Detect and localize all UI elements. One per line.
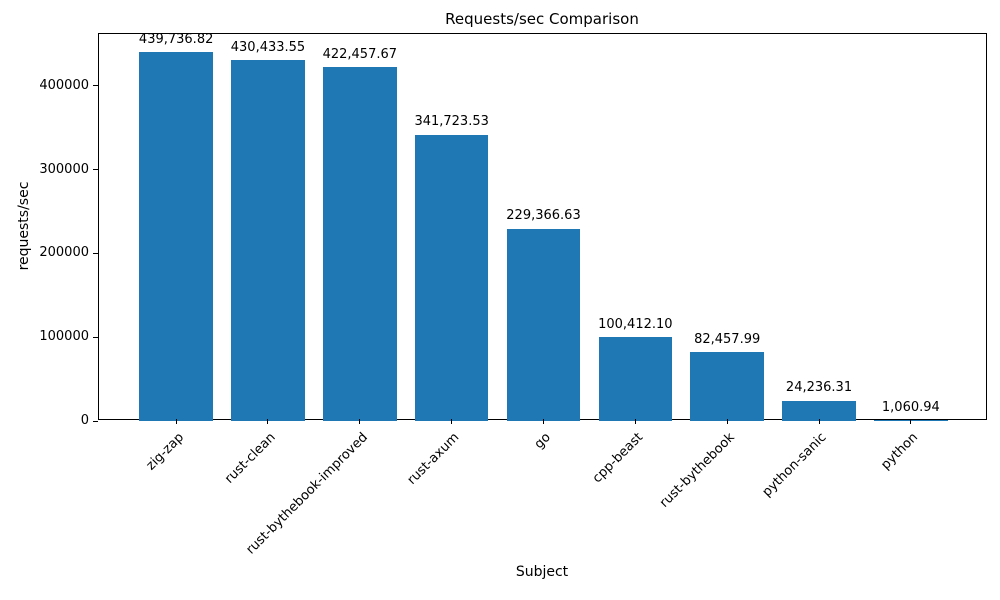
bar-python-sanic [782,400,856,421]
chart-title: Requests/sec Comparison [445,10,639,28]
plot-area: 0 100000 200000 300000 400000 439,736.82 zig-z… [39,32,987,557]
bar-rust-bythebook [690,351,764,421]
bar-value-label: 341,723.53 [414,114,489,130]
bar-value-label: 24,236.31 [785,380,853,396]
y-tick-mark [93,85,98,87]
y-tick-label: 100000 [39,329,89,345]
y-tick-label: 400000 [39,77,89,93]
x-tick-mark [726,419,728,424]
x-tick-mark [359,419,361,424]
y-tick-label: 0 [80,413,89,428]
x-tick-mark [910,419,912,424]
bar-value-label: 100,412.10 [598,316,673,332]
bar-value-label: 1,060.94 [881,399,940,415]
y-tick-mark [93,169,98,171]
bar-rust-bythebook-improved [323,66,397,421]
x-tick-label: python-sanic [759,430,830,500]
bar-value-label: 439,736.82 [138,32,214,48]
x-tick-mark [267,419,269,424]
x-tick-label: go [532,430,555,453]
bar-cpp-beast [598,336,673,421]
x-tick-label: python [878,430,922,473]
x-tick-mark [818,419,820,424]
bar-value-label: 422,457.67 [322,46,398,62]
bar-rust-clean [231,60,305,421]
bar-value-label: 430,433.55 [230,39,306,55]
x-axis-label: Subject [515,564,569,580]
bar-value-label: 82,457.99 [694,331,761,347]
x-tick-label: zig-zap [143,430,187,474]
bar-rust-axum [414,134,489,421]
bar-go [506,228,581,421]
x-tick-label: rust-clean [221,430,279,487]
x-tick-mark [634,419,636,424]
y-axis-label: requests/sec [16,181,32,271]
x-tick-mark [543,419,544,424]
y-tick-label: 200000 [39,245,89,261]
y-tick-label: 300000 [39,161,89,177]
x-tick-mark [175,419,177,424]
x-tick-label: rust-bythebook [657,430,738,511]
y-tick-mark [93,420,98,422]
x-tick-label: rust-axum [404,430,463,488]
x-tick-label: cpp-beast [589,430,646,487]
y-tick-mark [93,336,98,338]
bar-value-label: 229,366.63 [506,208,581,224]
y-tick-mark [93,252,98,254]
x-tick-mark [451,419,453,424]
bar-zig-zap [139,52,213,421]
